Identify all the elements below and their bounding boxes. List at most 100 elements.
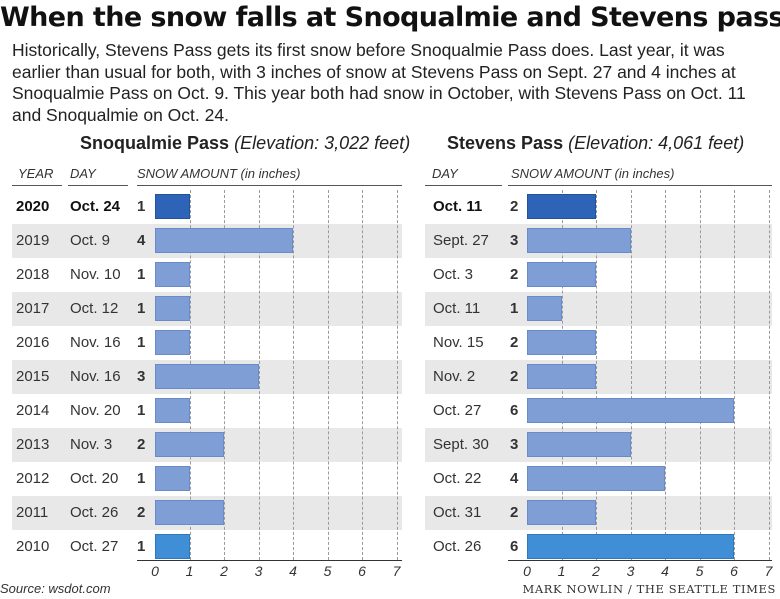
snoqualmie-day-label: Oct. 9 [70,232,111,249]
snoqualmie-axis-line [137,560,402,561]
row-band [425,360,772,394]
snoqualmie-x-tick: 3 [254,563,263,579]
stevens-bar [527,364,596,389]
gridline [396,190,398,560]
snoqualmie-x-tick: 4 [289,563,297,579]
year-label: 2013 [16,436,50,453]
stevens-x-tick: 1 [557,563,566,579]
snoqualmie-elevation: (Elevation: 3,022 feet) [234,133,411,153]
stevens-panel-title: Stevens Pass (Elevation: 4,061 feet) [447,133,744,154]
intro-text: Historically, Stevens Pass gets its firs… [12,40,746,125]
year-label: 2020 [16,198,50,215]
stevens-x-tick: 6 [730,563,738,579]
snoqualmie-day-column-header: DAY [70,166,96,181]
day-header-rule [68,185,128,186]
snoqualmie-x-tick: 0 [151,563,159,579]
snoqualmie-panel-title: Snoqualmie Pass (Elevation: 3,022 feet) [80,133,410,154]
stevens-bar [527,432,631,457]
stevens-day-label: Nov. 2 [433,368,476,385]
snoqualmie-day-label: Oct. 26 [70,504,119,521]
stevens-bar [527,262,596,287]
gridline [293,190,294,560]
stevens-day-label: Sept. 27 [433,232,489,249]
stevens-value-label: 2 [510,368,519,385]
snoqualmie-bar [155,296,190,321]
snoqualmie-day-label: Oct. 27 [70,538,119,555]
snoqualmie-value-label: 3 [137,368,146,385]
gridline [630,190,632,560]
gridline [768,190,770,560]
gridline [258,190,260,560]
snoqualmie-x-tick: 7 [392,563,401,579]
snoqualmie-day-label: Nov. 16 [70,334,121,351]
snoqualmie-value-label: 1 [137,402,146,419]
snoqualmie-day-label: Nov. 10 [70,266,121,283]
year-column-header: YEAR [18,166,54,181]
source-note: Source: wsdot.com [0,581,111,596]
stevens-x-tick: 7 [764,563,773,579]
stevens-bar [527,330,596,355]
stevens-x-tick: 5 [695,563,704,579]
snoqualmie-x-tick: 6 [358,563,366,579]
snoqualmie-amount-column-header: SNOW AMOUNT (in inches) [137,166,301,181]
stevens-value-label: 4 [510,470,519,487]
year-label: 2018 [16,266,50,283]
stevens-bar [527,398,734,423]
row-band [425,496,772,530]
stevens-value-label: 3 [510,232,519,249]
year-label: 2019 [16,232,50,249]
stevens-bar [527,194,596,219]
year-label: 2017 [16,300,50,317]
snoqualmie-bar [155,466,190,491]
gridline [327,190,329,560]
snoqualmie-day-label: Nov. 16 [70,368,121,385]
snoqualmie-bar [155,534,190,559]
stevens-day-label: Oct. 3 [433,266,474,283]
stevens-bar [527,500,596,525]
snoqualmie-name: Snoqualmie Pass [80,133,230,153]
stevens-day-column-header: DAY [432,166,458,181]
snoqualmie-bar [155,194,190,219]
snoqualmie-value-label: 1 [137,538,146,555]
snoqualmie-day-label: Oct. 20 [70,470,119,487]
snoqualmie-value-label: 2 [137,436,146,453]
row-band [425,292,772,326]
stevens-value-label: 6 [510,402,519,419]
snoqualmie-bar [155,500,224,525]
snoqualmie-header-rule [137,185,402,186]
gridline [362,190,363,560]
year-label: 2011 [16,504,49,521]
stevens-value-label: 2 [510,198,519,215]
stevens-bar [527,534,734,559]
snoqualmie-bar [155,398,190,423]
snoqualmie-value-label: 1 [137,334,146,351]
year-header-rule [12,185,62,186]
stevens-day-label: Sept. 30 [433,436,489,453]
year-label: 2012 [16,470,50,487]
stevens-header-rule [508,185,772,186]
stevens-x-tick: 3 [626,563,635,579]
snoqualmie-value-label: 1 [137,266,146,283]
stevens-day-label: Oct. 22 [433,470,482,487]
gridline [596,190,597,560]
stevens-value-label: 3 [510,436,519,453]
snoqualmie-value-label: 4 [137,232,146,249]
snoqualmie-day-label: Oct. 12 [70,300,119,317]
credit-line: MARK NOWLIN / THE SEATTLE TIMES [522,582,776,596]
chart-title: When the snow falls at Snoqualmie and St… [0,2,780,33]
stevens-day-label: Oct. 11 [433,300,481,317]
snoqualmie-day-label: Nov. 20 [70,402,121,419]
stevens-x-tick: 4 [661,563,669,579]
stevens-value-label: 2 [510,266,519,283]
gridline [665,190,666,560]
year-label: 2014 [16,402,50,419]
snoqualmie-value-label: 2 [137,504,146,521]
snoqualmie-bar [155,262,190,287]
snoqualmie-value-label: 1 [137,198,146,215]
year-label: 2010 [16,538,50,555]
snoqualmie-bar [155,228,293,253]
gridline [699,190,701,560]
snoqualmie-bar [155,364,259,389]
stevens-x-tick: 0 [523,563,531,579]
stevens-bar [527,296,562,321]
